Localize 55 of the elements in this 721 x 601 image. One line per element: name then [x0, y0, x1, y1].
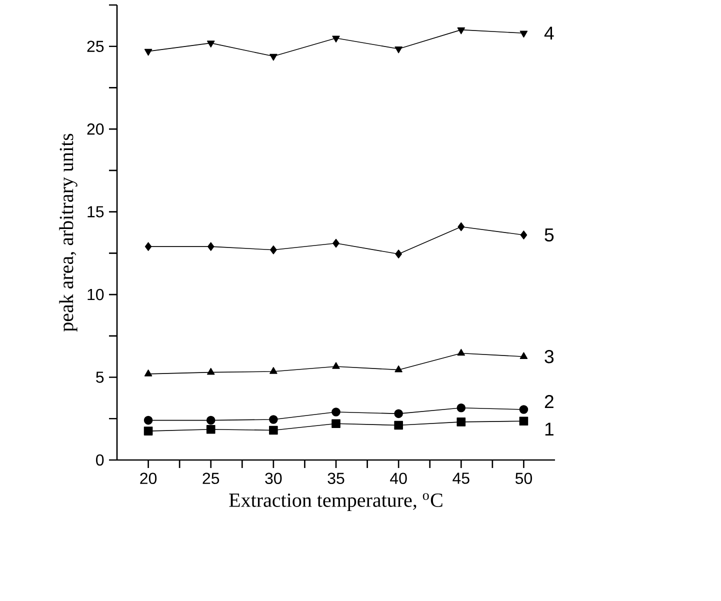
- x-tick-label: 35: [328, 472, 344, 484]
- point: [456, 403, 466, 412]
- point: [332, 419, 340, 428]
- point: [457, 27, 466, 34]
- series-label: 2: [544, 395, 554, 408]
- y-axis-title: peak area, arbitrary units: [59, 134, 78, 332]
- point: [519, 405, 528, 414]
- point: [206, 368, 215, 375]
- point: [519, 416, 528, 426]
- y-tick-label: 5: [96, 372, 104, 383]
- x-tick-label: 30: [265, 472, 282, 484]
- y-tick-label: 15: [88, 206, 104, 218]
- point: [395, 250, 402, 258]
- point: [332, 238, 340, 248]
- point: [458, 222, 465, 232]
- point: [270, 245, 277, 254]
- series-label: 3: [544, 350, 554, 364]
- point: [394, 409, 403, 418]
- x-tick-label: 45: [452, 472, 470, 484]
- point: [457, 348, 466, 356]
- point: [394, 46, 402, 54]
- point: [206, 40, 215, 48]
- point: [270, 367, 278, 374]
- point: [394, 365, 402, 372]
- point: [520, 30, 528, 38]
- point: [332, 362, 340, 369]
- x-tick-label: 50: [515, 472, 532, 484]
- point: [206, 424, 216, 434]
- point: [144, 48, 152, 56]
- y-tick-label: 25: [87, 40, 104, 52]
- point: [520, 230, 528, 240]
- x-tick-label: 25: [202, 472, 220, 484]
- series-label: 5: [544, 228, 554, 242]
- point: [456, 418, 466, 426]
- point: [332, 36, 340, 42]
- point: [144, 426, 153, 436]
- y-tick-label: 0: [96, 454, 104, 466]
- point: [394, 420, 403, 430]
- x-axis-title: Extraction temperature, $^{o}$C: [229, 493, 442, 512]
- series-label: 1: [545, 422, 554, 436]
- point: [332, 408, 340, 416]
- y-tick-label: 10: [88, 288, 104, 300]
- point: [520, 352, 528, 359]
- y-tick-label: 20: [87, 123, 104, 135]
- point: [206, 416, 216, 425]
- point: [144, 416, 153, 425]
- point: [269, 426, 278, 435]
- x-tick-label: 20: [140, 472, 157, 484]
- x-tick-label: 40: [390, 472, 407, 484]
- point: [270, 54, 278, 61]
- point: [144, 242, 152, 251]
- point: [144, 370, 152, 376]
- series-label: 4: [544, 26, 554, 40]
- point: [269, 415, 278, 424]
- point: [207, 242, 214, 251]
